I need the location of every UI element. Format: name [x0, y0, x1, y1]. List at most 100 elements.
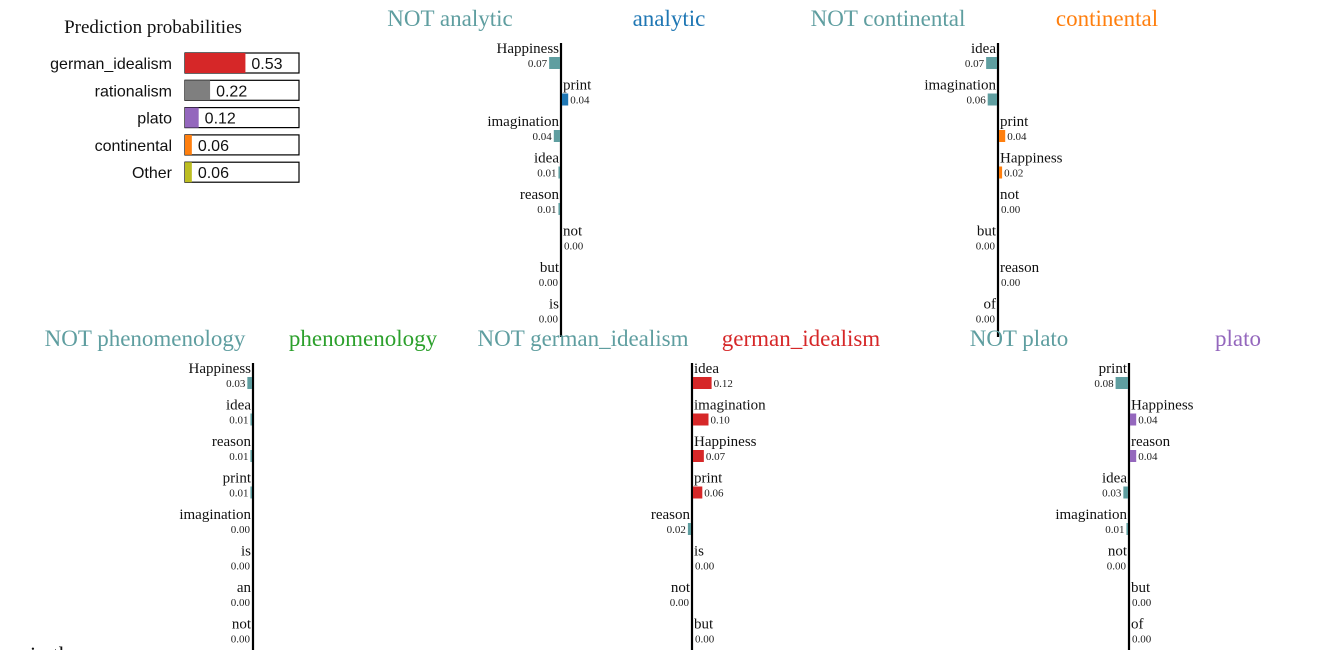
probability-bar — [185, 53, 246, 73]
probability-value: 0.12 — [205, 111, 236, 128]
feature-value: 0.00 — [1001, 277, 1021, 289]
probability-row: plato 0.12 — [137, 106, 300, 129]
feature-name: reason — [651, 507, 691, 523]
probability-value: 0.06 — [198, 165, 229, 182]
probability-label: rationalism — [95, 83, 172, 100]
feature-value: 0.04 — [533, 131, 553, 143]
feature-name: but — [540, 260, 560, 276]
feature-bar — [558, 203, 560, 215]
feature-name: print — [223, 471, 252, 487]
not-class-label: NOT german_idealism — [478, 326, 689, 351]
probability-row: rationalism 0.22 — [95, 79, 300, 101]
feature-value: 0.00 — [976, 241, 996, 253]
feature-bar — [693, 413, 709, 426]
feature-value: 0.00 — [1132, 597, 1152, 609]
probability-label: german_idealism — [50, 56, 172, 73]
feature-value: 0.00 — [1132, 634, 1152, 646]
feature-bar — [1130, 450, 1137, 462]
feature-name: imagination — [179, 507, 251, 523]
probability-value: 0.53 — [251, 56, 282, 73]
feature-name: idea — [1102, 471, 1127, 487]
feature-value: 0.02 — [667, 524, 686, 536]
feature-name: idea — [694, 361, 719, 377]
class-label: continental — [1056, 6, 1158, 31]
feature-value: 0.00 — [695, 634, 715, 646]
feature-name: print — [1000, 114, 1029, 130]
not-class-label: NOT continental — [811, 6, 966, 31]
feature-bar — [558, 166, 560, 179]
feature-name: but — [1131, 580, 1151, 596]
feature-value: 0.00 — [1107, 561, 1127, 573]
feature-name: reason — [1000, 260, 1040, 276]
feature-value: 0.12 — [714, 378, 733, 390]
probability-label: Other — [132, 165, 173, 182]
feature-value: 0.03 — [226, 378, 246, 390]
feature-name: not — [671, 580, 691, 596]
feature-value: 0.03 — [1102, 488, 1122, 500]
feature-name: imagination — [1055, 507, 1127, 523]
feature-chart: NOT german_idealism german_idealismidea0.… — [478, 326, 881, 650]
feature-name: Happiness — [497, 41, 560, 57]
probability-value: 0.06 — [198, 138, 229, 155]
feature-name: Happiness — [694, 434, 757, 450]
feature-name: not — [1000, 187, 1020, 203]
feature-name: is — [694, 544, 704, 560]
probability-bar — [185, 80, 211, 101]
bottom-text: ... in the ... ... ... ... ... ... ... .… — [8, 642, 300, 650]
not-class-label: NOT analytic — [387, 6, 512, 31]
feature-value: 0.02 — [1004, 168, 1023, 180]
feature-bar — [250, 413, 252, 426]
feature-value: 0.07 — [528, 58, 548, 70]
not-class-label: NOT plato — [970, 326, 1069, 351]
feature-value: 0.00 — [695, 561, 715, 573]
feature-bar — [999, 130, 1006, 142]
probability-row: Other 0.06 — [132, 161, 300, 183]
class-label: german_idealism — [722, 326, 881, 351]
feature-value: 0.00 — [539, 277, 559, 289]
feature-value: 0.06 — [704, 488, 724, 500]
probability-value: 0.22 — [216, 83, 247, 100]
feature-name: imagination — [694, 398, 766, 414]
feature-value: 0.01 — [1105, 524, 1124, 536]
feature-weight-charts: NOT analytic analyticHappiness0.07print0.… — [45, 6, 1261, 650]
feature-name: reason — [212, 434, 252, 450]
feature-name: idea — [226, 398, 251, 414]
not-class-label: NOT phenomenology — [45, 326, 246, 351]
feature-value: 0.00 — [539, 314, 559, 326]
feature-value: 0.00 — [231, 597, 251, 609]
feature-value: 0.01 — [229, 415, 248, 427]
feature-name: of — [1131, 617, 1144, 633]
feature-bar — [549, 57, 560, 69]
feature-chart: NOT analytic analyticHappiness0.07print0.… — [387, 6, 705, 337]
probability-bar — [185, 162, 192, 183]
feature-value: 0.01 — [229, 488, 248, 500]
feature-bar — [250, 486, 252, 499]
feature-name: imagination — [487, 114, 559, 130]
probability-row: german_idealism 0.53 — [50, 52, 300, 74]
feature-value: 0.04 — [1138, 451, 1158, 463]
feature-bar — [693, 377, 712, 389]
feature-value: 0.00 — [231, 634, 251, 646]
probability-row: continental 0.06 — [95, 134, 300, 156]
feature-name: imagination — [924, 78, 996, 94]
feature-bar — [986, 57, 997, 69]
feature-bar — [999, 166, 1003, 179]
feature-bar — [247, 377, 252, 389]
feature-name: print — [694, 471, 723, 487]
feature-bar — [1115, 377, 1128, 389]
feature-name: Happiness — [1131, 398, 1194, 414]
feature-name: not — [232, 617, 252, 633]
feature-name: not — [563, 224, 583, 240]
class-label: phenomenology — [289, 326, 438, 351]
probability-bar — [185, 134, 192, 155]
feature-name: reason — [520, 187, 560, 203]
probability-label: continental — [95, 138, 172, 155]
probability-label: plato — [137, 111, 172, 128]
class-label: plato — [1215, 326, 1261, 351]
prediction-probabilities-panel: Prediction probabilities german_idealism… — [50, 17, 300, 183]
feature-name: is — [549, 297, 559, 313]
feature-value: 0.06 — [966, 95, 986, 107]
feature-name: is — [241, 544, 251, 560]
